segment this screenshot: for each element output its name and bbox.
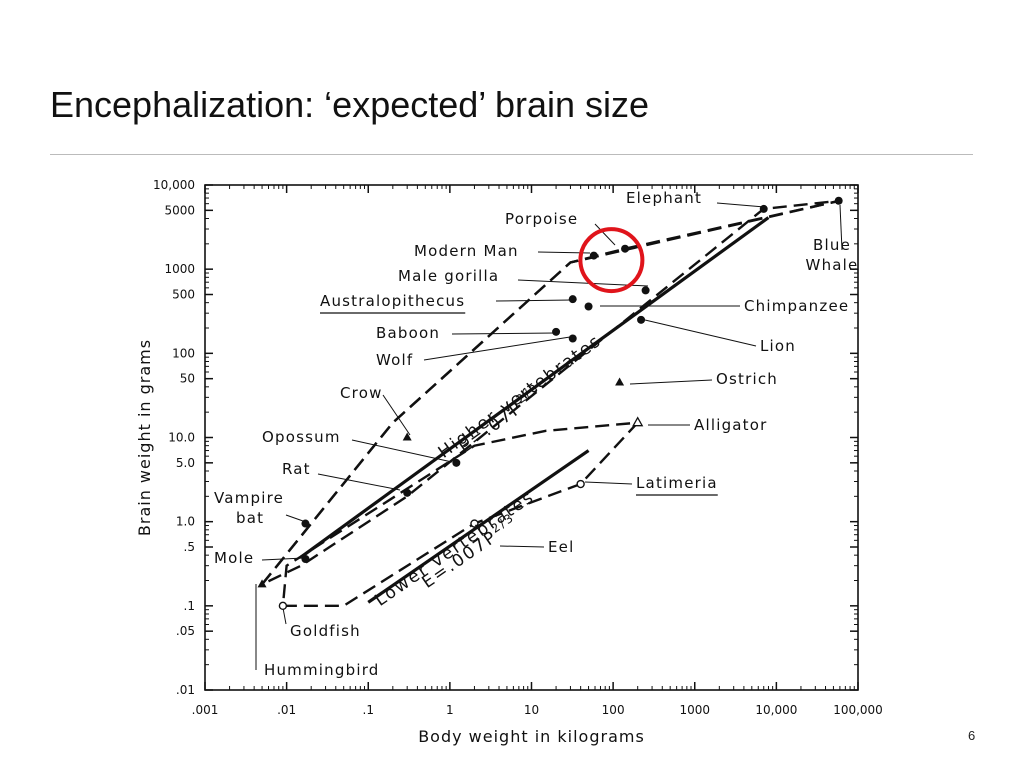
x-tick-label: 1000	[679, 703, 710, 717]
australopithecus-label: Australopithecus	[320, 292, 465, 310]
y-tick-label: 100	[172, 346, 195, 360]
lion-point	[637, 315, 646, 324]
porpoise-label: Porpoise	[505, 210, 578, 228]
goldfish-leader	[282, 607, 287, 625]
y-tick-label: 1.0	[176, 515, 195, 529]
slide-title: Encephalization: ‘expected’ brain size	[50, 84, 650, 125]
australopithecus-leader	[495, 299, 573, 302]
vampire-bat-leader	[285, 514, 304, 522]
x-tick-label: 10	[524, 703, 539, 717]
modern-man-label: Modern Man	[414, 242, 519, 260]
elephant-point	[759, 204, 768, 213]
elephant-leader	[716, 202, 766, 208]
ostrich-leader	[629, 379, 713, 385]
eel-label: Eel	[548, 538, 574, 556]
lower-vertebrates-label: Lower vertebrates	[371, 487, 538, 611]
rat-label: Rat	[282, 460, 311, 478]
x-tick-label: .01	[277, 703, 296, 717]
slide-number: 6	[968, 728, 976, 743]
porpoise-point	[621, 244, 630, 253]
chimpanzee-point	[584, 302, 593, 311]
vampire-bat-point	[301, 519, 310, 528]
y-tick-label: .1	[184, 599, 195, 613]
ostrich-point	[615, 377, 625, 386]
mole-leader	[261, 557, 305, 561]
eel-leader	[499, 545, 545, 548]
hummingbird-point	[257, 579, 267, 588]
data-points	[257, 196, 843, 611]
higher-vertebrates-line	[300, 216, 770, 559]
y-tick-label: 5.0	[176, 456, 195, 470]
y-axis-label: Brain weight in grams	[135, 339, 154, 536]
x-axis-label: Body weight in kilograms	[418, 727, 645, 746]
x-tick-label: .001	[192, 703, 219, 717]
mole-point	[301, 555, 310, 564]
x-tick-label: 100,000	[833, 703, 883, 717]
blue-whale-label: Blue Whale	[806, 236, 859, 274]
upper-boundary	[261, 199, 841, 586]
title-divider	[50, 154, 973, 155]
crow-label: Crow	[340, 384, 383, 402]
elephant-label: Elephant	[626, 189, 702, 207]
y-tick-label: 10,000	[153, 178, 195, 192]
alligator-point	[632, 416, 644, 427]
y-tick-label: 10.0	[168, 431, 195, 445]
y-tick-label: 500	[172, 288, 195, 302]
male-gorilla-label: Male gorilla	[398, 267, 499, 285]
modern-man-point	[589, 251, 598, 260]
y-tick-label: .05	[176, 624, 195, 638]
y-tick-label: 5000	[164, 203, 195, 217]
mole-label: Mole	[214, 549, 254, 567]
y-tick-label: .01	[176, 683, 195, 697]
baboon-leader	[451, 332, 556, 335]
latimeria-point	[576, 479, 585, 489]
porpoise-leader	[594, 223, 616, 246]
point-labels: Elephant Blue Whale Porpoise Modern Man Male …	[214, 189, 859, 679]
wolf-label: Wolf	[376, 351, 413, 369]
alligator-label: Alligator	[694, 416, 768, 434]
opossum-leader	[351, 439, 453, 463]
opossum-label: Opossum	[262, 428, 341, 446]
y-tick-label: .5	[184, 540, 195, 554]
male-gorilla-leader	[517, 279, 649, 287]
lion-leader	[644, 319, 757, 347]
blue-whale-point	[834, 196, 843, 205]
male-gorilla-point	[641, 286, 650, 295]
baboon-label: Baboon	[376, 324, 440, 342]
x-tick-label: 10,000	[755, 703, 797, 717]
latimeria-label: Latimeria	[636, 474, 718, 492]
rat-point	[403, 488, 412, 497]
x-tick-label: .1	[363, 703, 374, 717]
lion-label: Lion	[760, 337, 796, 355]
wolf-point	[568, 334, 577, 343]
x-tick-label: 1	[446, 703, 454, 717]
y-tick-label: 1000	[164, 262, 195, 276]
australopithecus-point	[568, 295, 577, 304]
higher-vertebrates-label: Higher vertebrates	[435, 331, 606, 463]
goldfish-point	[278, 601, 288, 611]
crow-leader	[382, 394, 411, 436]
x-tick-label: 100	[602, 703, 625, 717]
leader-lines	[255, 202, 843, 670]
lower-vertebrates-line	[367, 449, 590, 604]
vampire-bat-label: Vampire bat	[214, 489, 284, 527]
rat-leader	[317, 473, 401, 491]
eel-point	[470, 519, 479, 528]
baboon-point	[552, 327, 561, 336]
ostrich-label: Ostrich	[716, 370, 778, 388]
goldfish-label: Goldfish	[290, 622, 361, 640]
latimeria-leader	[584, 481, 633, 485]
higher-vertebrates-envelope	[261, 199, 841, 586]
wolf-leader	[423, 336, 571, 361]
highlight-circle	[578, 227, 645, 294]
crow-point	[402, 432, 412, 441]
axis-ticks: .001 .01 .1 1 10 100 1000 10,000 100,000 10,000 50…	[153, 178, 883, 717]
y-tick-label: 50	[180, 372, 195, 386]
opossum-point	[452, 458, 461, 467]
hummingbird-label: Hummingbird	[264, 661, 380, 679]
blue-whale-leader	[839, 204, 843, 251]
chimpanzee-label: Chimpanzee	[744, 297, 849, 315]
regression-lines	[300, 216, 770, 604]
